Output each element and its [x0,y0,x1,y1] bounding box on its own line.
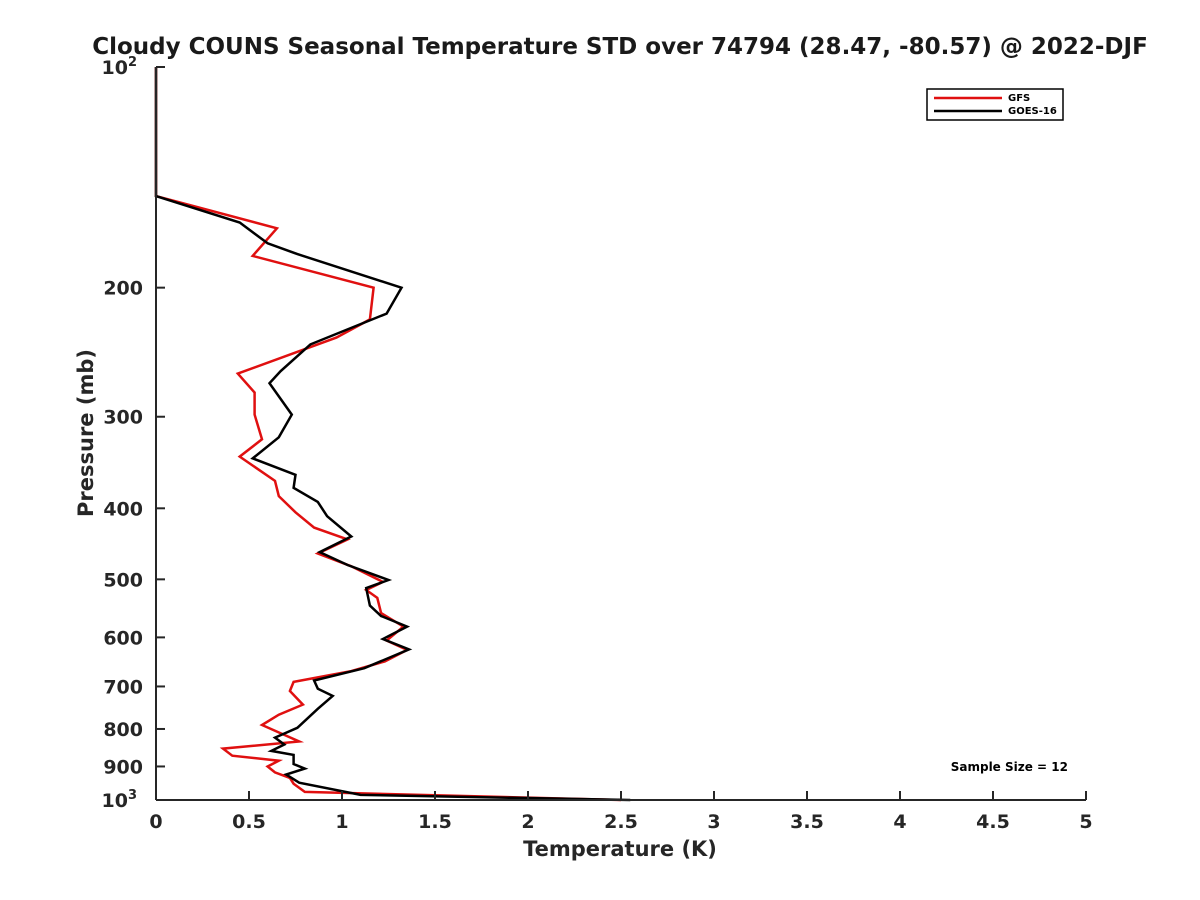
chart-title: Cloudy COUNS Seasonal Temperature STD ov… [92,34,1148,60]
y-tick-label: 400 [103,498,143,520]
x-tick-label: 0 [149,811,162,833]
y-tick-label: 102 [102,55,138,79]
x-tick-label: 5 [1079,811,1092,833]
sample-size-annotation: Sample Size = 12 [951,760,1068,774]
y-tick-label: 900 [103,756,143,778]
legend-box [926,88,1064,121]
x-tick-label: 1 [335,811,348,833]
x-tick-label: 2 [521,811,534,833]
y-tick-label: 700 [103,676,143,698]
y-tick-label: 103 [102,788,138,812]
x-tick-label: 2.5 [604,811,638,833]
x-tick-label: 4.5 [976,811,1010,833]
legend: GFS GOES-16 [926,88,1064,121]
x-tick-label: 3 [707,811,720,833]
y-axis-label: Pressure (mb) [74,349,98,517]
x-tick-label: 1.5 [418,811,452,833]
x-tick-layer: 0 0.5 1 1.5 2 2.5 3 3.5 4 4.5 5 [149,791,1093,833]
legend-label-gfs: GFS [1008,93,1030,104]
y-tick-label: 500 [103,569,143,591]
series-line-goes-16 [154,67,631,802]
x-tick-label: 3.5 [790,811,824,833]
y-tick-label: 800 [103,719,143,741]
y-tick-label: 300 [103,407,143,429]
y-tick-layer: 102 200 300 400 500 600 700 800 900 103 [102,55,165,812]
legend-label-goes16: GOES-16 [1008,106,1057,117]
series-layer [154,67,631,802]
x-tick-label: 4 [893,811,906,833]
x-tick-label: 0.5 [232,811,266,833]
y-tick-label: 600 [103,627,143,649]
series-line-gfs [154,67,622,802]
y-tick-label: 200 [103,278,143,300]
x-axis-label: Temperature (K) [523,837,717,861]
